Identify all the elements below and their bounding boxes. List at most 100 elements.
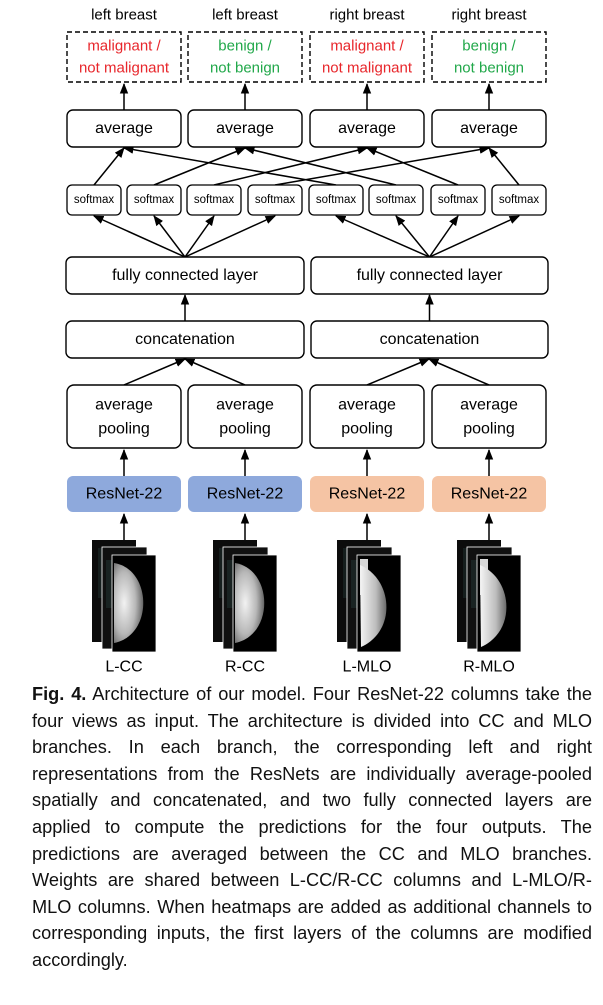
arrow-fc-to-softmax (335, 215, 430, 258)
pooling-line2-1: pooling (98, 421, 150, 438)
mammogram-stack-3 (337, 540, 402, 653)
softmax-box-3 (186, 184, 242, 216)
output-line1-1: malignant / (87, 38, 161, 55)
arrow-pooling-to-concat (428, 358, 490, 386)
arrow-fc-to-softmax (429, 215, 520, 258)
breast-tissue-shape (235, 563, 265, 643)
figure-label: Fig. 4. (32, 684, 87, 704)
softmax-box-5 (308, 184, 364, 216)
softmax-label-4: softmax (255, 194, 296, 206)
concatenation-label-2: concatenation (380, 331, 480, 348)
resnet-box-1 (67, 476, 181, 512)
arrow-softmax-cc-to-average (153, 147, 246, 186)
breast-tissue-shape (114, 563, 144, 643)
arrow-softmax-mlo-to-average (122, 145, 337, 186)
output-line1-3: malignant / (330, 38, 404, 55)
pooling-line1-3: average (338, 397, 396, 414)
softmax-box-8 (491, 184, 547, 216)
output-line1-4: benign / (462, 38, 516, 55)
output-box-4 (431, 31, 547, 83)
output-line2-1: not malignant (79, 60, 170, 77)
pooling-box-3 (309, 384, 425, 449)
concatenation-box-1 (65, 320, 305, 359)
caption-text: Architecture of our model. Four ResNet-2… (32, 684, 592, 970)
output-side-label-2: left breast (212, 7, 279, 24)
softmax-label-6: softmax (376, 194, 417, 206)
resnet-box-3 (310, 476, 424, 512)
resnet-label-3: ResNet-22 (329, 486, 406, 503)
nodes-layer: left breast malignant / not malignant left … (65, 7, 549, 676)
average-label-4: average (460, 120, 518, 137)
figure-caption: Fig. 4. Architecture of our model. Four … (32, 681, 592, 974)
fc-layer-label-1: fully connected layer (112, 267, 259, 284)
fc-layer-box-2 (310, 256, 549, 295)
arrow-fc-to-softmax (395, 215, 431, 258)
output-side-label-1: left breast (91, 7, 158, 24)
softmax-box-2 (126, 184, 182, 216)
output-line2-2: not benign (210, 60, 280, 77)
softmax-label-8: softmax (499, 194, 540, 206)
pooling-line1-2: average (216, 397, 274, 414)
output-box-1 (66, 31, 182, 83)
arrow-softmax-mlo-to-average (243, 146, 397, 186)
pooling-line2-3: pooling (341, 421, 393, 438)
softmax-label-2: softmax (134, 194, 175, 206)
output-side-label-3: right breast (329, 7, 405, 24)
output-box-3 (309, 31, 425, 83)
resnet-label-2: ResNet-22 (207, 486, 284, 503)
arrow-pooling-to-concat (123, 358, 186, 386)
softmax-label-1: softmax (74, 194, 115, 206)
arrow-softmax-cc-to-average (213, 146, 369, 186)
arrow-fc-to-softmax (184, 215, 276, 258)
view-label-2: R-CC (225, 659, 265, 676)
breast-tissue-shape (360, 565, 387, 647)
softmax-box-6 (368, 184, 424, 216)
pooling-box-4 (431, 384, 547, 449)
average-box-4 (431, 109, 547, 148)
average-label-3: average (338, 120, 396, 137)
fc-layer-label-2: fully connected layer (357, 267, 504, 284)
resnet-box-4 (432, 476, 546, 512)
pooling-box-2 (187, 384, 303, 449)
output-line2-4: not benign (454, 60, 524, 77)
resnet-label-1: ResNet-22 (86, 486, 163, 503)
arrows-layer (93, 82, 520, 540)
arrow-fc-to-softmax (184, 215, 215, 258)
output-side-label-4: right breast (451, 7, 527, 24)
mammogram-stack-2 (213, 540, 278, 653)
output-line2-3: not malignant (322, 60, 413, 77)
softmax-label-7: softmax (438, 194, 479, 206)
average-box-1 (66, 109, 182, 148)
arrow-fc-to-softmax (428, 215, 459, 258)
concatenation-label-1: concatenation (135, 331, 235, 348)
arrow-fc-to-softmax (93, 215, 186, 258)
resnet-box-2 (188, 476, 302, 512)
arrow-softmax-cc-to-average (93, 147, 125, 186)
softmax-box-1 (66, 184, 122, 216)
softmax-label-5: softmax (316, 194, 357, 206)
view-label-3: L-MLO (343, 659, 392, 676)
resnet-label-4: ResNet-22 (451, 486, 528, 503)
view-label-1: L-CC (105, 659, 142, 676)
fc-layer-box-1 (65, 256, 305, 295)
average-box-2 (187, 109, 303, 148)
average-box-3 (309, 109, 425, 148)
softmax-box-4 (247, 184, 303, 216)
softmax-label-3: softmax (194, 194, 235, 206)
output-line1-2: benign / (218, 38, 272, 55)
pooling-line1-4: average (460, 397, 518, 414)
pooling-line1-1: average (95, 397, 153, 414)
mammogram-stack-4 (457, 540, 522, 653)
arrow-fc-to-softmax (153, 215, 186, 258)
arrow-softmax-mlo-to-average (366, 147, 459, 186)
average-label-2: average (216, 120, 274, 137)
pooling-box-1 (66, 384, 182, 449)
arrow-softmax-mlo-to-average (488, 147, 520, 186)
arrow-softmax-cc-to-average (274, 145, 491, 186)
concatenation-box-2 (310, 320, 549, 359)
output-box-2 (187, 31, 303, 83)
breast-tissue-shape (480, 565, 507, 647)
average-label-1: average (95, 120, 153, 137)
softmax-box-7 (430, 184, 486, 216)
pooling-line2-4: pooling (463, 421, 515, 438)
